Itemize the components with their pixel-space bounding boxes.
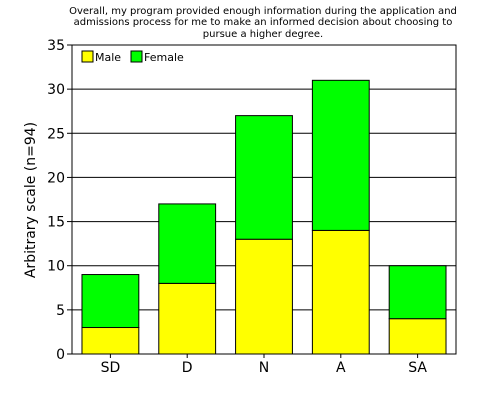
y-tick-label-35: 35 bbox=[47, 38, 65, 54]
bar-a-female bbox=[311, 79, 370, 231]
axes: 0 5 10 15 20 25 30 35 SD D N A SA bbox=[47, 38, 457, 376]
x-tick-label-n: N bbox=[259, 360, 269, 376]
bars bbox=[81, 79, 447, 355]
legend-label-male: Male bbox=[95, 51, 121, 64]
y-tick-label-30: 30 bbox=[47, 82, 65, 98]
chart-title: Overall, my program provided enough info… bbox=[69, 6, 457, 40]
bar-sa-female bbox=[388, 265, 447, 320]
plot-frame bbox=[71, 44, 457, 355]
y-tick-label-25: 25 bbox=[47, 126, 65, 142]
y-tick-label-0: 0 bbox=[56, 347, 65, 363]
x-tick-label-a: A bbox=[336, 360, 346, 376]
bar-n-male bbox=[235, 238, 293, 355]
bar-sd-female bbox=[81, 274, 140, 329]
y-tick-label-5: 5 bbox=[56, 303, 65, 319]
legend: Male Female bbox=[81, 50, 184, 64]
chart-title-line-3: pursue a higher degree. bbox=[203, 29, 323, 40]
bar-sd-male bbox=[81, 327, 140, 355]
bar-d-female bbox=[158, 203, 217, 284]
bar-a-male bbox=[311, 229, 370, 355]
x-tick-label-d: D bbox=[182, 360, 193, 376]
y-tick-label-15: 15 bbox=[47, 215, 65, 231]
legend-swatch-female bbox=[130, 50, 143, 63]
legend-swatch-male bbox=[81, 50, 94, 63]
x-tick-label-sd: SD bbox=[101, 360, 121, 376]
x-tick-label-sa: SA bbox=[408, 360, 427, 376]
chart-title-line-2: admissions process for me to make an inf… bbox=[74, 17, 453, 28]
legend-label-female: Female bbox=[144, 51, 184, 64]
y-tick-label-10: 10 bbox=[47, 259, 65, 275]
y-axis-label: Arbitrary scale (n=94) bbox=[23, 122, 39, 278]
chart-title-line-1: Overall, my program provided enough info… bbox=[69, 6, 457, 17]
bar-sa-male bbox=[388, 318, 447, 355]
bar-d-male bbox=[158, 282, 217, 355]
bar-n-female bbox=[235, 115, 293, 240]
y-tick-label-20: 20 bbox=[47, 170, 65, 186]
